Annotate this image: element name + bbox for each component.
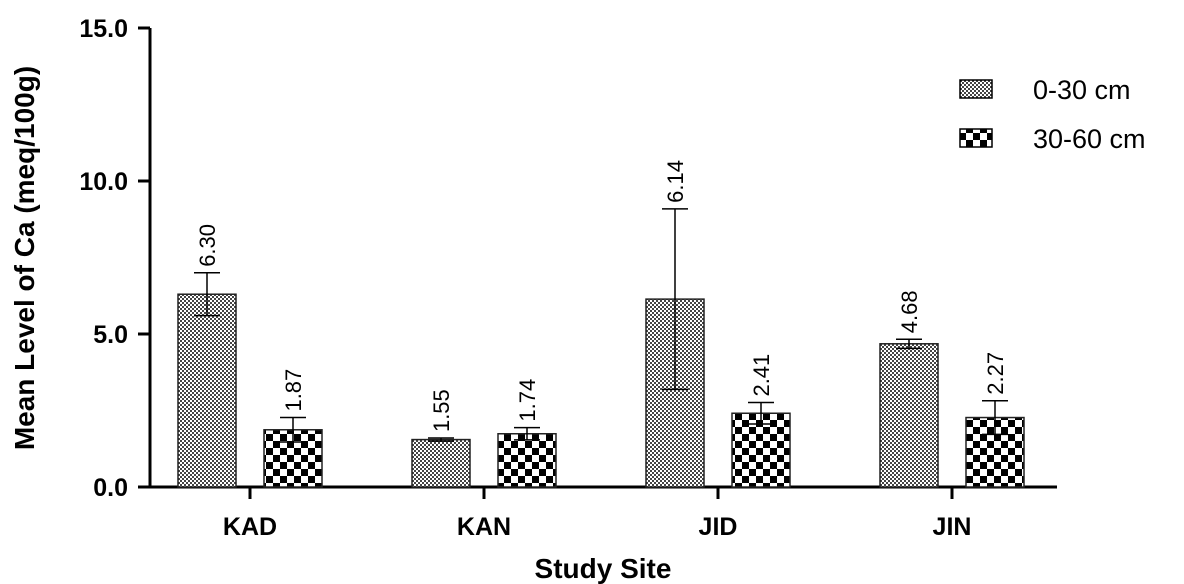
x-axis-categories: KAD KAN JID JIN — [223, 487, 972, 541]
y-axis-title: Mean Level of Ca (meq/100g) — [9, 66, 40, 450]
data-label-jin-series-1: 4.68 — [897, 290, 922, 333]
x-category-label: KAD — [223, 513, 277, 541]
legend-item-30-60: 30-60 cm — [959, 124, 1146, 154]
bar-jin-series-1 — [879, 343, 939, 488]
x-axis-title: Study Site — [535, 553, 672, 584]
data-label-kan-series-1: 1.55 — [429, 389, 454, 432]
x-category-label: KAN — [457, 513, 511, 541]
bar-kan-series-2 — [497, 433, 557, 488]
x-category-label: JID — [699, 513, 738, 541]
legend-label-0-30: 0-30 cm — [1033, 75, 1131, 105]
data-label-kan-series-2: 1.74 — [515, 379, 540, 422]
data-label-kad-series-1: 6.30 — [195, 224, 220, 267]
bar-jid-series-2 — [731, 412, 791, 488]
data-label-kad-series-2: 1.87 — [281, 369, 306, 412]
legend-label-30-60: 30-60 cm — [1033, 124, 1146, 154]
error-bars — [194, 208, 1008, 443]
y-tick-label: 0.0 — [93, 474, 128, 502]
data-label-jin-series-2: 2.27 — [983, 352, 1008, 395]
y-tick-label: 5.0 — [93, 321, 128, 349]
data-labels: 6.30 1.87 1.55 1.74 6.14 2.41 4.68 2.27 — [195, 160, 1008, 432]
legend-swatch-30-60 — [959, 128, 993, 148]
legend-swatch-0-30 — [959, 79, 993, 99]
y-tick-label: 10.0 — [79, 168, 128, 196]
y-axis-ticks: 0.0 5.0 10.0 15.0 — [79, 15, 150, 502]
bar-kad-series-1 — [177, 293, 237, 488]
bar-kan-series-1 — [411, 438, 471, 488]
data-label-jid-series-2: 2.41 — [749, 354, 774, 397]
x-category-label: JIN — [933, 513, 972, 541]
data-label-jid-series-1: 6.14 — [663, 160, 688, 203]
legend-item-0-30: 0-30 cm — [959, 75, 1131, 105]
y-tick-label: 15.0 — [79, 15, 128, 43]
legend: 0-30 cm 30-60 cm — [959, 75, 1146, 154]
